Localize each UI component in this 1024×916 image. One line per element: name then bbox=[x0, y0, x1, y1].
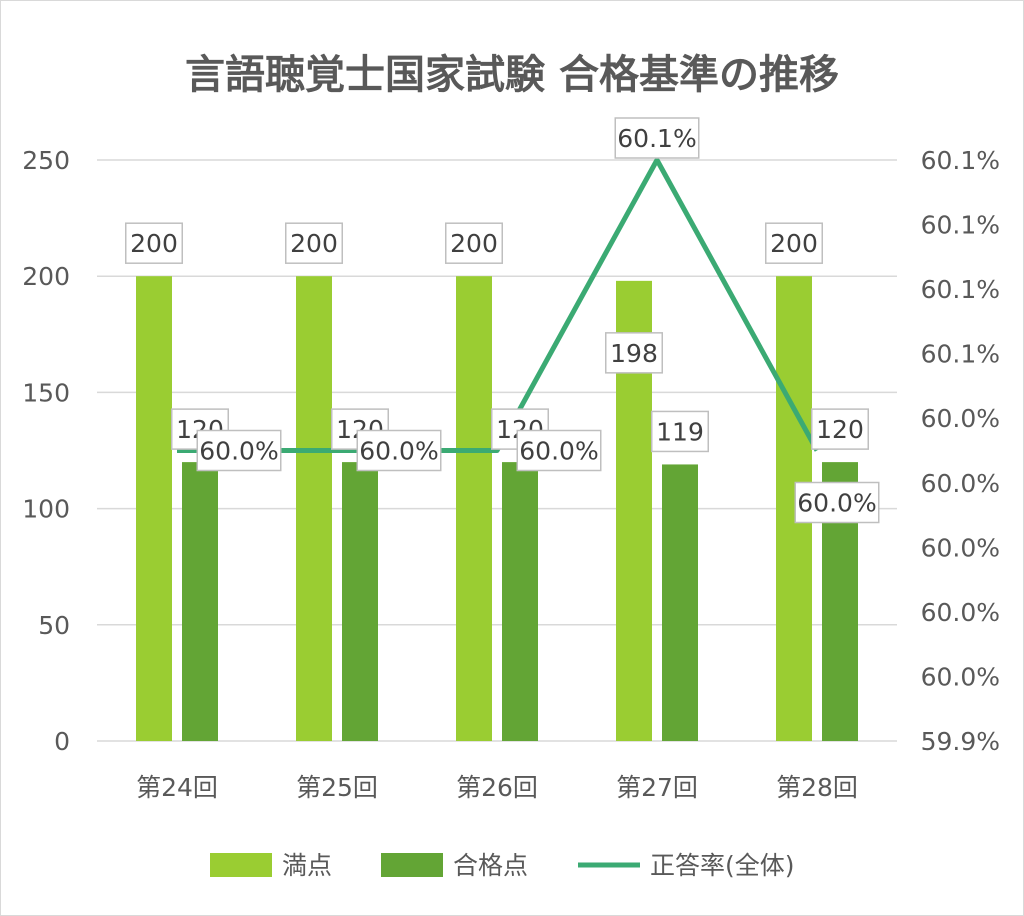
line-data-label-box bbox=[794, 481, 880, 524]
x-tick-label: 第27回 bbox=[616, 773, 698, 802]
bar-data-label: 119 bbox=[656, 417, 704, 446]
x-tick-label: 第26回 bbox=[456, 773, 538, 802]
bar-data-label-box bbox=[125, 222, 183, 264]
bar-data-label-box bbox=[811, 408, 869, 450]
y-right-tick-label: 60.1% bbox=[921, 146, 1000, 175]
bar-data-label: 120 bbox=[816, 415, 864, 444]
chart-title: 言語聴覚士国家試験 合格基準の推移 bbox=[185, 52, 839, 98]
bar-data-label: 200 bbox=[450, 229, 498, 258]
bar-data-label: 200 bbox=[290, 229, 338, 258]
y-right-tick-label: 60.0% bbox=[921, 662, 1000, 691]
x-tick-label: 第25回 bbox=[296, 773, 378, 802]
y-left-tick-label: 100 bbox=[22, 495, 70, 524]
bar-passing-score bbox=[342, 462, 378, 741]
bar-data-label: 200 bbox=[130, 229, 178, 258]
legend-label: 正答率(全体) bbox=[650, 851, 795, 880]
bar-passing-score bbox=[182, 462, 218, 741]
bars bbox=[136, 276, 858, 741]
bar-data-label-box bbox=[285, 222, 343, 264]
y-left-tick-label: 150 bbox=[22, 378, 70, 407]
y-right-tick-label: 60.0% bbox=[921, 469, 1000, 498]
bar-data-label-box bbox=[445, 222, 503, 264]
axes: 0 50 100 150 200 250 59.9% 60.0% 60.0% 60.0% 60.0%… bbox=[22, 146, 1000, 802]
line-data-label: 60.0% bbox=[797, 489, 876, 518]
y-right-tick-label: 60.1% bbox=[921, 211, 1000, 240]
line-data-label-box bbox=[196, 429, 282, 472]
line-data-label: 60.1% bbox=[617, 124, 696, 153]
legend-swatch bbox=[381, 853, 443, 877]
legend-label: 合格点 bbox=[453, 851, 528, 880]
bar-data-label: 198 bbox=[610, 339, 658, 368]
legend-label: 満点 bbox=[282, 851, 332, 880]
line-data-label: 60.0% bbox=[519, 437, 598, 466]
y-right-tick-label: 59.9% bbox=[921, 727, 1000, 756]
y-left-tick-label: 50 bbox=[38, 611, 70, 640]
line-data-label-box bbox=[614, 117, 700, 159]
y-right-tick-label: 60.1% bbox=[921, 275, 1000, 304]
line-data-label-box bbox=[356, 429, 442, 472]
y-right-tick-label: 60.0% bbox=[921, 404, 1000, 433]
bar-passing-score bbox=[662, 464, 698, 741]
line-data-label-box bbox=[516, 429, 602, 472]
y-right-tick-label: 60.0% bbox=[921, 533, 1000, 562]
line-accuracy-rate bbox=[177, 157, 820, 453]
bar-passing-score bbox=[502, 462, 538, 741]
line-series bbox=[177, 157, 820, 453]
x-tick-label: 第24回 bbox=[136, 773, 218, 802]
bar-full-score bbox=[136, 276, 172, 741]
bar-data-label-box bbox=[651, 410, 709, 453]
y-left-tick-label: 200 bbox=[22, 262, 70, 291]
bar-data-label-box bbox=[765, 222, 823, 264]
y-left-tick-label: 250 bbox=[22, 146, 70, 175]
y-right-tick-label: 60.1% bbox=[921, 340, 1000, 369]
x-tick-label: 第28回 bbox=[776, 773, 858, 802]
bar-full-score bbox=[456, 276, 492, 741]
y-right-tick-label: 60.0% bbox=[921, 598, 1000, 627]
line-data-label: 60.0% bbox=[359, 437, 438, 466]
legend-swatch bbox=[210, 853, 272, 877]
bar-data-label: 200 bbox=[770, 229, 818, 258]
y-left-tick-label: 0 bbox=[54, 727, 70, 756]
legend: 満点 合格点 正答率(全体) bbox=[210, 851, 795, 880]
bar-data-label-box bbox=[605, 332, 663, 374]
gridlines bbox=[97, 159, 897, 742]
line-data-label: 60.0% bbox=[199, 437, 278, 466]
bar-full-score bbox=[296, 276, 332, 741]
